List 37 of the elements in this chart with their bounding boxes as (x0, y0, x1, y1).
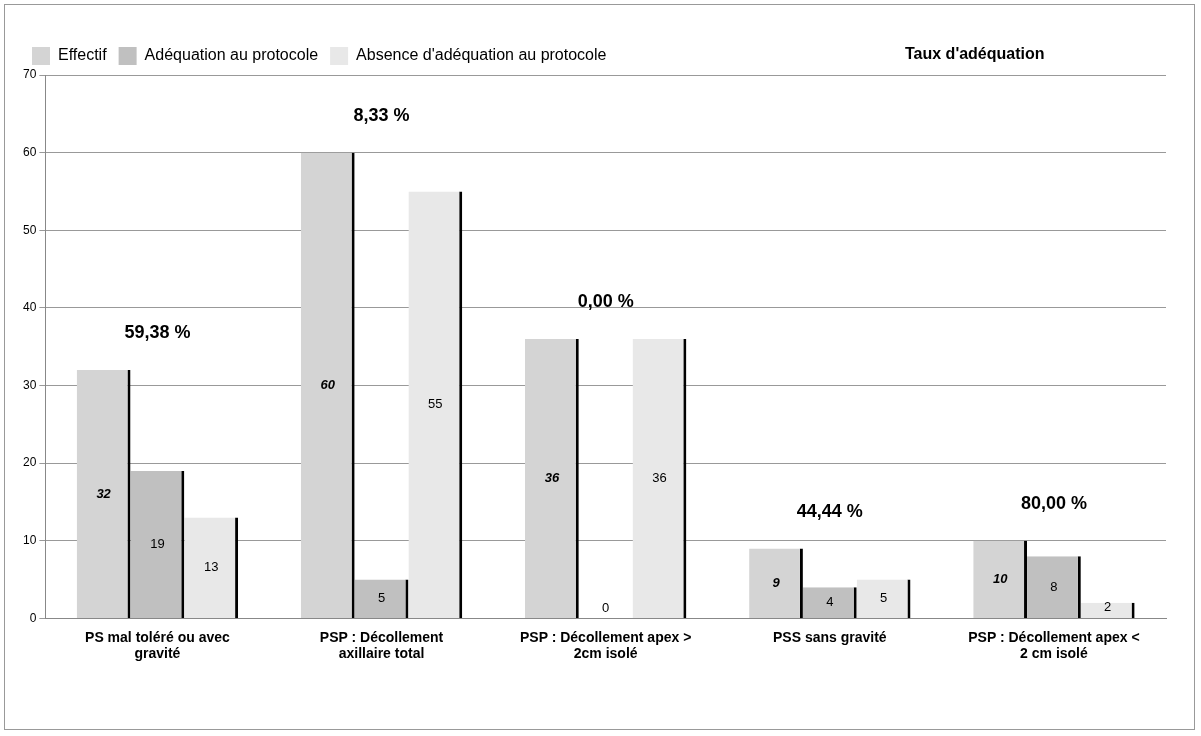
legend-title: Taux d'adéquation (905, 45, 1045, 63)
data-label: 5 (879, 590, 888, 606)
data-label: 9 (772, 574, 781, 590)
legend-label: Absence d'adéquation au protocole (356, 46, 607, 64)
data-label: 5 (377, 590, 386, 606)
legend-label: Adéquation au protocole (144, 46, 319, 64)
legend-label: Effectif (58, 46, 108, 64)
data-label: 55 (428, 396, 443, 412)
annotation: 0,00 % (577, 290, 634, 311)
annotation: 44,44 % (796, 500, 863, 521)
x-tick-label: PSP : Décollement apex > 2cm isolé (520, 628, 692, 662)
y-tick-label: 10 (22, 533, 37, 548)
data-label: 13 (203, 559, 219, 575)
data-label: 36 (544, 470, 560, 485)
y-tick-label: 30 (22, 377, 37, 392)
data-label: 4 (826, 594, 834, 610)
y-tick-label: 60 (22, 144, 37, 159)
data-label: 2 (1104, 599, 1112, 615)
y-tick-label: 50 (22, 222, 37, 237)
data-label: 8 (1050, 578, 1058, 594)
x-tick-label: PS mal toléré ou avec gravité (85, 628, 230, 662)
data-label: 32 (96, 485, 112, 501)
annotation: 59,38 % (124, 321, 191, 342)
y-tick-label: 40 (22, 300, 37, 315)
x-tick-label: PSP : Décollement axillaire total (319, 628, 444, 662)
y-tick-label: 70 (22, 67, 37, 82)
x-tick-label: PSS sans gravité (772, 628, 887, 645)
annotation: 80,00 % (1020, 492, 1087, 513)
data-label: 19 (150, 535, 165, 551)
data-label: 60 (320, 376, 336, 392)
data-label: 10 (992, 570, 1009, 586)
y-tick-label: 20 (22, 455, 37, 470)
x-tick-label: PSP : Décollement apex < 2 cm isolé (968, 628, 1140, 662)
data-label: 0 (602, 599, 610, 615)
annotation: 8,33 % (353, 104, 410, 125)
data-label: 36 (652, 470, 667, 485)
y-tick-label: 0 (29, 610, 37, 625)
